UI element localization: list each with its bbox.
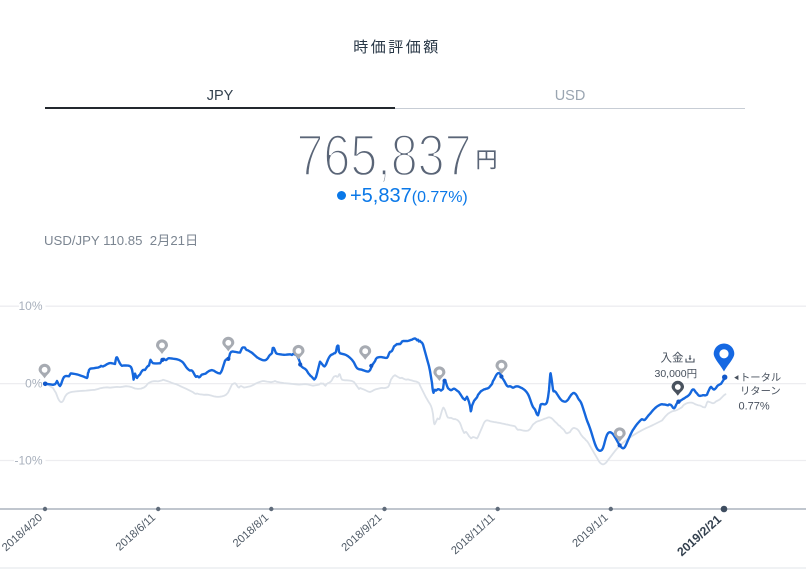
svg-text:円: 円 [476,148,498,173]
svg-text:765,837: 765,837 [297,124,472,189]
svg-text:リターン: リターン [740,386,781,398]
svg-text:入金: 入金 [661,352,684,365]
svg-text:2018/9/21: 2018/9/21 [339,512,384,554]
svg-text:30,000円: 30,000円 [654,368,697,380]
svg-text:2018/11/11: 2018/11/11 [449,512,497,557]
svg-text:2018/8/1: 2018/8/1 [231,512,271,550]
svg-text:トータル: トータル [740,372,781,384]
svg-text:2018/6/11: 2018/6/11 [114,512,158,554]
svg-text:2018/4/20: 2018/4/20 [0,512,45,554]
svg-text:2019/1/1: 2019/1/1 [570,512,610,550]
svg-text:2019/2/21: 2019/2/21 [674,512,724,559]
svg-text:0%: 0% [25,377,43,391]
svg-text:-10%: -10% [14,454,42,468]
svg-text:10%: 10% [18,299,42,313]
svg-text:0.77%: 0.77% [739,400,770,412]
